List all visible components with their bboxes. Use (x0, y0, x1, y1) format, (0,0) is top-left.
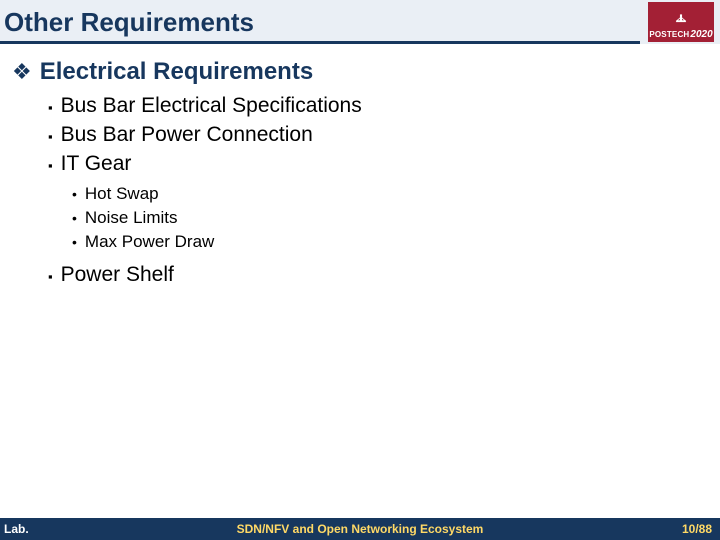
slide: Other Requirements POSTECH 2020 ❖ Electr… (0, 0, 720, 540)
sub-list-item-label: Noise Limits (85, 208, 178, 228)
list-item-label: Bus Bar Electrical Specifications (61, 94, 362, 118)
content-area: ❖ Electrical Requirements ▪ Bus Bar Elec… (0, 44, 720, 288)
dot-bullet-icon: • (72, 233, 77, 253)
sub-list-item: • Noise Limits (72, 208, 720, 229)
section-heading-row: ❖ Electrical Requirements (12, 58, 720, 86)
list-item: ▪ Bus Bar Electrical Specifications (48, 94, 720, 119)
section-heading: Electrical Requirements (40, 58, 313, 86)
list-item-label: Power Shelf (61, 263, 174, 287)
diamond-bullet-icon: ❖ (12, 61, 32, 83)
footer-lab: Lab. (4, 522, 29, 536)
sub-list-item-label: Max Power Draw (85, 232, 214, 252)
logo-icon (674, 13, 688, 27)
sub-list-item-label: Hot Swap (85, 184, 159, 204)
footer-page: 10/88 (682, 522, 712, 536)
postech-logo: POSTECH 2020 (648, 2, 714, 42)
square-bullet-icon: ▪ (48, 267, 53, 288)
square-bullet-icon: ▪ (48, 127, 53, 148)
list-item: ▪ IT Gear (48, 152, 720, 177)
list-item-label: Bus Bar Power Connection (61, 123, 313, 147)
list-item-label: IT Gear (61, 152, 132, 176)
list-item: ▪ Bus Bar Power Connection (48, 123, 720, 148)
logo-year: 2020 (690, 29, 712, 40)
logo-name: POSTECH (649, 30, 689, 39)
title-underline (0, 41, 640, 44)
dot-bullet-icon: • (72, 209, 77, 229)
dot-bullet-icon: • (72, 185, 77, 205)
title-bar: Other Requirements POSTECH 2020 (0, 0, 720, 44)
slide-title: Other Requirements (0, 7, 254, 38)
square-bullet-icon: ▪ (48, 98, 53, 119)
footer-bar: Lab. SDN/NFV and Open Networking Ecosyst… (0, 518, 720, 540)
sub-list-item: • Hot Swap (72, 184, 720, 205)
sub-list-item: • Max Power Draw (72, 232, 720, 253)
list-item: ▪ Power Shelf (48, 263, 720, 288)
footer-title: SDN/NFV and Open Networking Ecosystem (0, 522, 720, 536)
square-bullet-icon: ▪ (48, 156, 53, 177)
